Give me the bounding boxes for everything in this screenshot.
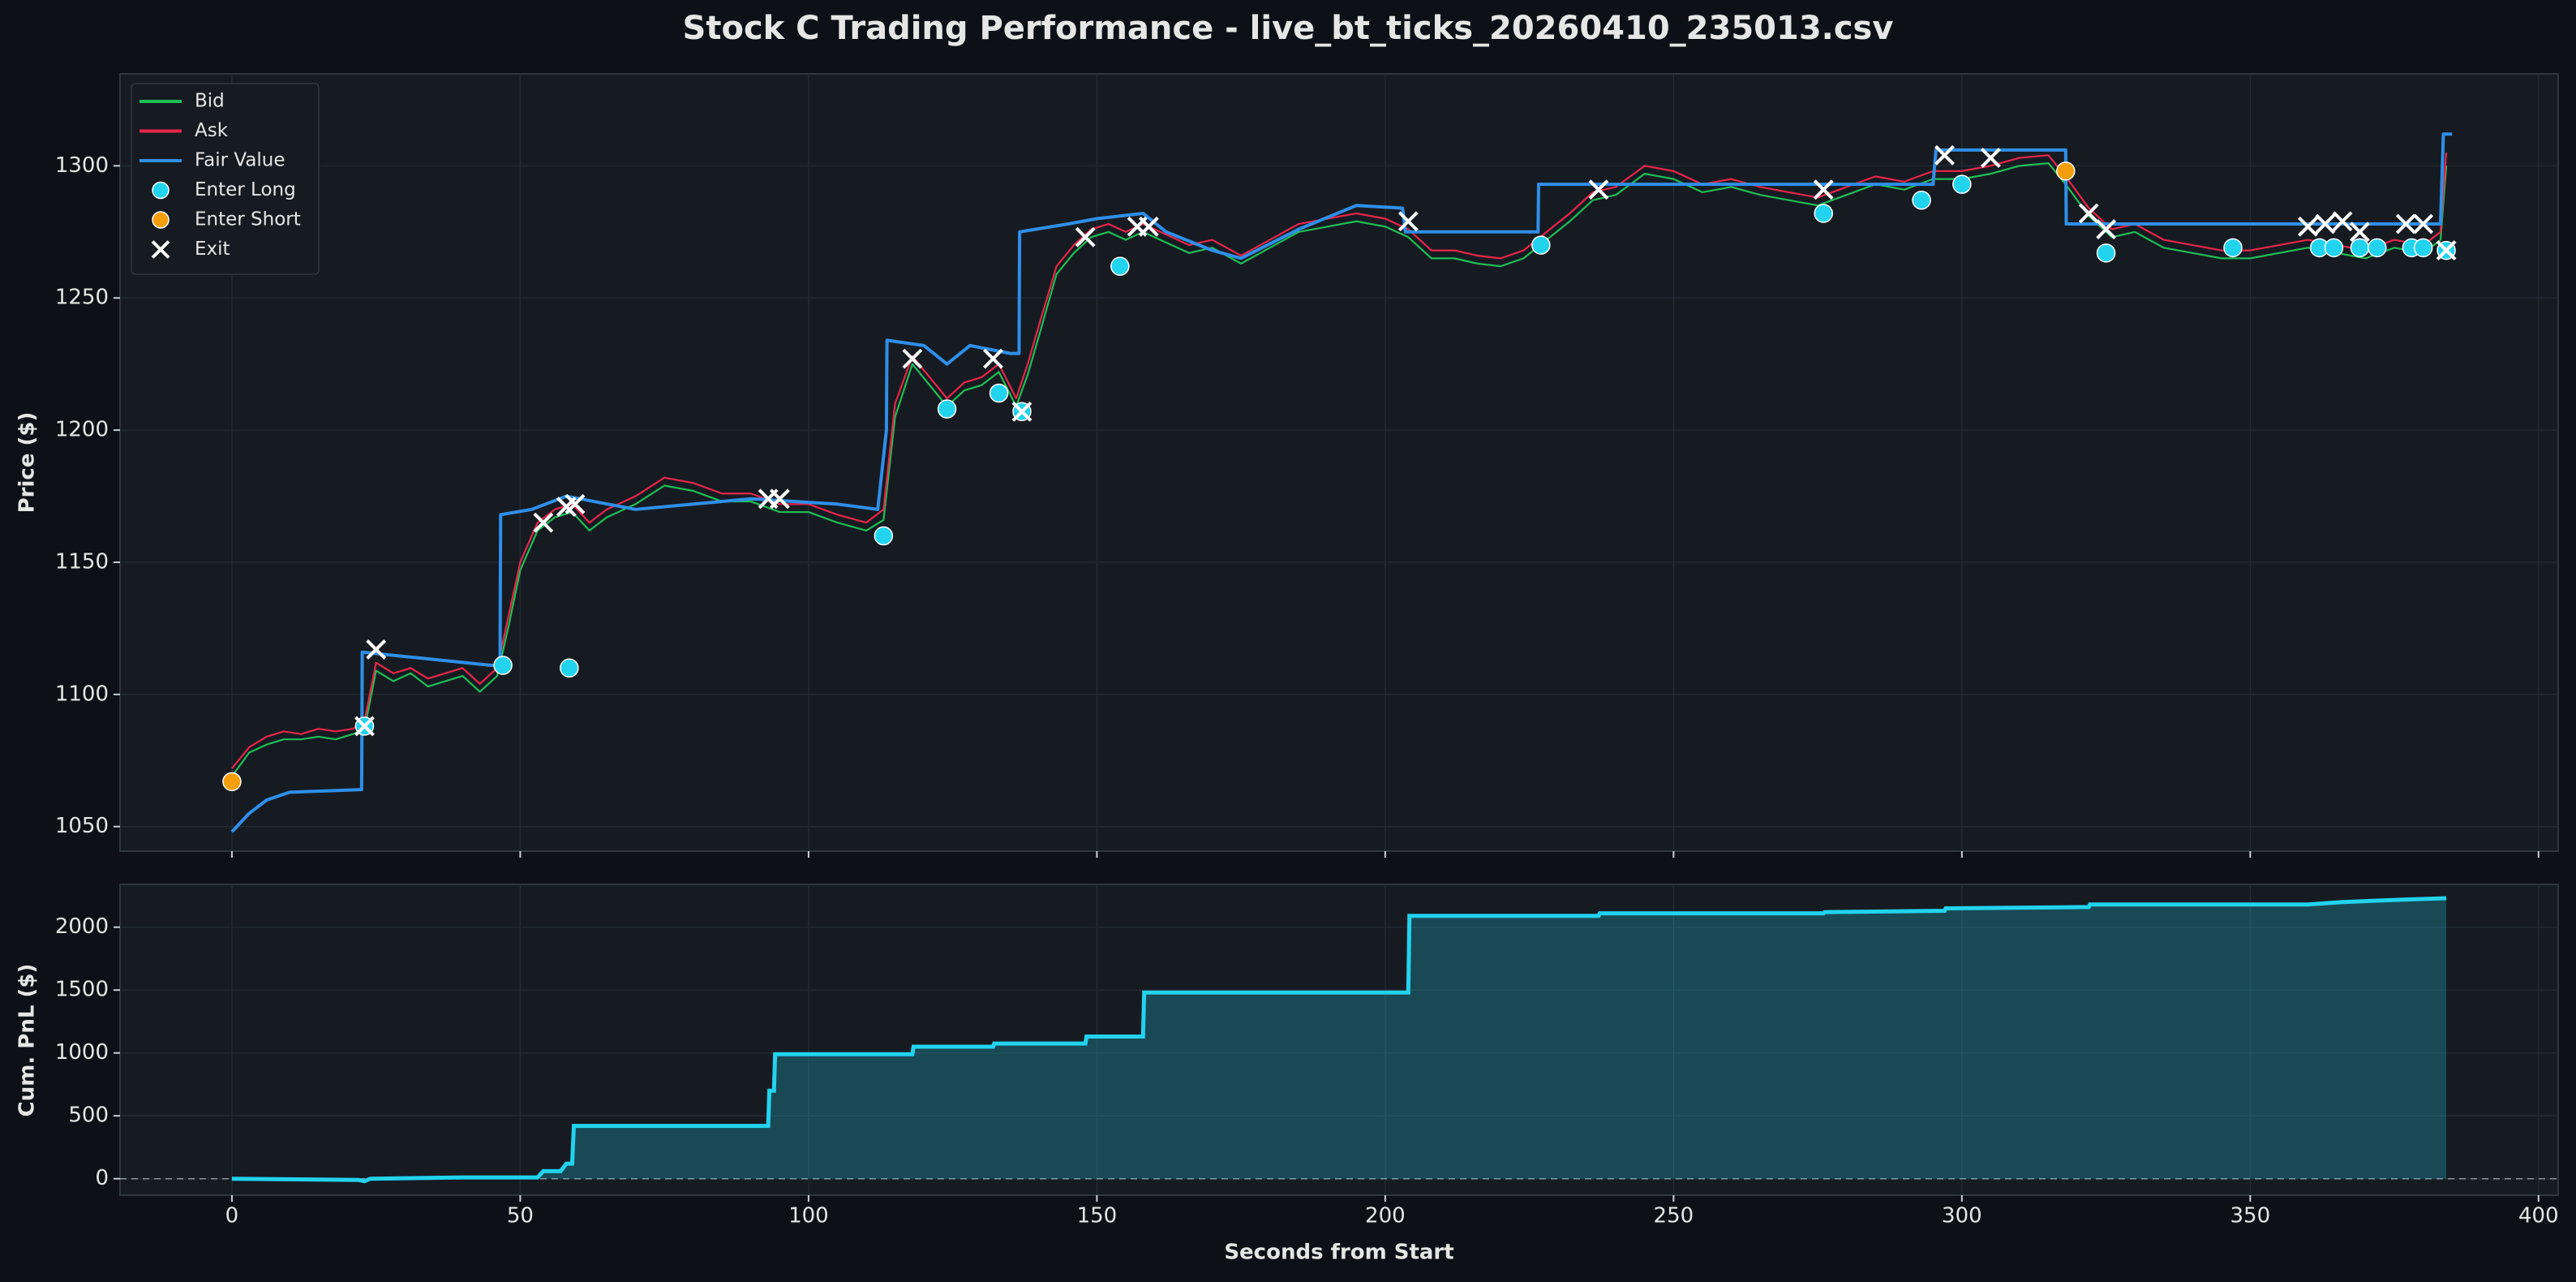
exit-marker bbox=[769, 488, 790, 510]
x-tick-label: 250 bbox=[1654, 1204, 1694, 1228]
entry-marker bbox=[2368, 238, 2387, 258]
x-tick-label: 400 bbox=[2518, 1204, 2559, 1228]
entry-marker bbox=[2223, 238, 2243, 258]
exit-marker bbox=[366, 639, 387, 660]
exit-marker bbox=[565, 493, 586, 514]
y-tick-label: 1000 bbox=[55, 1040, 109, 1065]
exit-marker bbox=[2078, 203, 2099, 224]
exit-marker bbox=[1011, 401, 1033, 422]
entry-marker bbox=[989, 383, 1009, 403]
area-fill bbox=[231, 898, 2447, 1181]
exit-marker bbox=[1138, 216, 1159, 237]
exit-marker bbox=[2395, 213, 2416, 234]
entry-marker bbox=[2350, 238, 2370, 258]
entry-marker bbox=[1912, 190, 1931, 210]
entry-marker bbox=[2056, 161, 2076, 181]
entry-marker bbox=[2324, 238, 2344, 258]
exit-marker bbox=[1934, 144, 1955, 166]
exit-marker bbox=[902, 348, 923, 369]
exit-marker bbox=[1397, 211, 1419, 232]
pnl-line bbox=[231, 896, 2447, 1184]
exit-marker bbox=[2096, 219, 2117, 239]
exit-marker bbox=[354, 716, 375, 737]
x-tick-label: 50 bbox=[507, 1204, 534, 1228]
x-tick-label: 100 bbox=[788, 1204, 829, 1228]
exit-marker bbox=[2350, 222, 2370, 243]
y-tick-label: 1150 bbox=[55, 549, 109, 574]
y-tick-label: 0 bbox=[95, 1166, 109, 1190]
entry-marker bbox=[222, 772, 242, 792]
plot-layer bbox=[120, 896, 2558, 1184]
exit-marker bbox=[1075, 226, 1096, 247]
x-axis-label: Seconds from Start bbox=[1224, 1241, 1453, 1265]
chart-title: Stock C Trading Performance - live_bt_ti… bbox=[683, 10, 1894, 47]
entry-marker bbox=[560, 658, 579, 678]
series-line bbox=[231, 152, 2448, 769]
x-tick-label: 200 bbox=[1365, 1204, 1406, 1228]
entry-marker bbox=[2413, 238, 2433, 258]
y-axis-label: Cum. PnL ($) bbox=[15, 964, 40, 1117]
legend-label: Exit bbox=[195, 239, 230, 260]
exit-marker bbox=[533, 512, 554, 533]
x-tick-label: 350 bbox=[2230, 1204, 2271, 1228]
exit-marker bbox=[983, 348, 1003, 369]
y-tick-label: 500 bbox=[68, 1103, 109, 1128]
y-tick-label: 1300 bbox=[55, 153, 109, 178]
y-tick-label: 1500 bbox=[55, 978, 109, 1002]
series-line bbox=[231, 161, 2448, 777]
plot-area bbox=[119, 884, 2559, 1196]
y-tick-label: 1250 bbox=[55, 286, 109, 310]
legend-swatch bbox=[152, 211, 170, 229]
exit-marker bbox=[2298, 216, 2318, 237]
y-tick-label: 1200 bbox=[55, 418, 109, 442]
exit-marker bbox=[1588, 179, 1609, 200]
legend-swatch bbox=[152, 181, 170, 200]
legend-label: Ask bbox=[195, 120, 229, 141]
exit-marker bbox=[2413, 213, 2434, 234]
exit-marker bbox=[2436, 240, 2457, 261]
exit-marker bbox=[1980, 148, 2001, 168]
x-tick-label: 0 bbox=[225, 1204, 239, 1228]
entry-marker bbox=[1531, 235, 1551, 255]
entry-marker bbox=[1110, 256, 1130, 276]
plot-layer bbox=[222, 132, 2457, 833]
legend-label: Fair Value bbox=[195, 150, 286, 171]
entry-marker bbox=[874, 526, 894, 546]
y-tick-label: 1050 bbox=[55, 814, 109, 838]
legend-swatch bbox=[151, 240, 170, 259]
x-tick-label: 300 bbox=[1942, 1204, 1982, 1228]
entry-marker bbox=[2096, 243, 2116, 263]
y-tick-label: 2000 bbox=[55, 914, 109, 939]
entry-marker bbox=[493, 656, 513, 675]
exit-marker bbox=[2332, 211, 2353, 232]
y-tick-label: 1100 bbox=[55, 682, 109, 706]
legend-label: Enter Long bbox=[195, 179, 296, 200]
plot-area bbox=[119, 73, 2559, 852]
entry-marker bbox=[1814, 204, 1833, 223]
exit-marker bbox=[1813, 179, 1834, 200]
exit-marker bbox=[2315, 213, 2336, 234]
legend-label: Enter Short bbox=[195, 209, 301, 230]
entry-marker bbox=[937, 399, 957, 419]
legend-label: Bid bbox=[195, 91, 225, 112]
y-axis-label: Price ($) bbox=[15, 412, 40, 514]
entry-marker bbox=[1952, 174, 1972, 194]
x-tick-label: 150 bbox=[1077, 1204, 1118, 1228]
